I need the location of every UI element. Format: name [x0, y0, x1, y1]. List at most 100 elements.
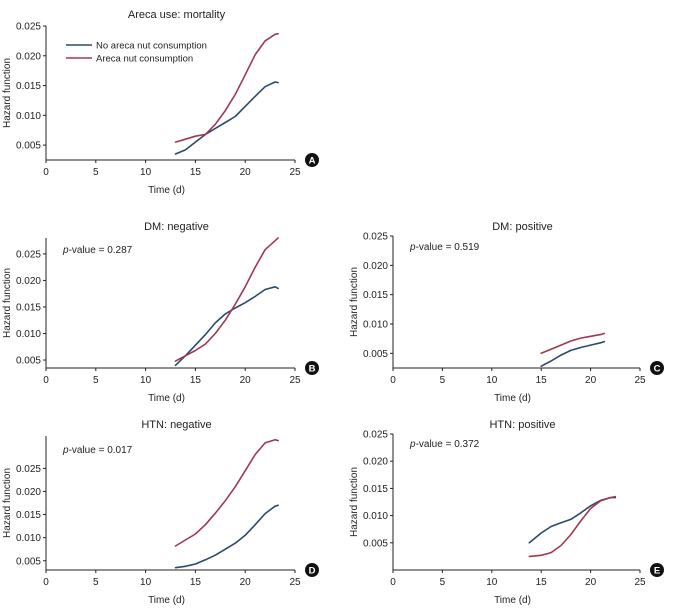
y-tick-label: 0.020 [16, 487, 41, 498]
x-tick-label: 15 [536, 577, 548, 588]
x-tick-label: 0 [390, 375, 396, 386]
panel-c: DM: positive 0 5 10 15 20 25 0.005 0.010 0.015 0.0… [349, 221, 664, 404]
panel-badge-label: B [309, 364, 316, 375]
x-tick-label: 10 [486, 577, 498, 588]
y-tick-label: 0.020 [16, 276, 41, 287]
panel-badge [305, 153, 319, 167]
x-tick-label: 5 [440, 375, 446, 386]
x-tick-label: 15 [190, 577, 202, 588]
y-tick-label: 0.010 [16, 533, 41, 544]
y-tick-label: 0.005 [16, 141, 41, 152]
series-line-areca [540, 332, 606, 355]
panel-badge-label: A [309, 156, 316, 167]
panel-b: DM: negative 0 5 10 15 20 25 0.005 0.010 0.015 0.0… [2, 221, 319, 404]
chart-title: DM: negative [144, 221, 209, 233]
x-axis-label: Time (d) [494, 393, 531, 404]
y-tick-label: 0.015 [16, 302, 41, 313]
y-tick-label: 0.020 [363, 261, 388, 272]
p-value-label: p-value = 0.287 [62, 245, 133, 256]
p-value-label: p-value = 0.017 [62, 445, 133, 456]
y-tick-label: 0.010 [16, 111, 41, 122]
x-tick-label: 0 [390, 577, 396, 588]
x-tick-label: 5 [93, 577, 99, 588]
x-tick-label: 10 [486, 375, 498, 386]
panel-badge-label: D [309, 566, 316, 577]
x-tick-label: 25 [289, 577, 301, 588]
p-value-label: p-value = 0.519 [409, 242, 480, 253]
x-tick-label: 20 [240, 375, 252, 386]
panel-e: HTN: positive 0 5 10 15 20 25 0.005 0.010 0.015 0.… [349, 419, 664, 606]
y-tick-label: 0.025 [363, 430, 388, 441]
y-tick-label: 0.005 [363, 538, 388, 549]
x-axis-label: Time (d) [494, 595, 531, 606]
y-tick-label: 0.025 [16, 249, 41, 260]
p-value-label: p-value = 0.372 [409, 439, 480, 450]
y-tick-label: 0.010 [16, 329, 41, 340]
y-tick-label: 0.020 [16, 51, 41, 62]
y-axis-label: Hazard function [2, 468, 13, 538]
y-tick-label: 0.015 [363, 484, 388, 495]
y-tick-label: 0.025 [16, 22, 41, 33]
legend-entry: No areca nut consumption [96, 41, 207, 52]
y-tick-label: 0.005 [16, 556, 41, 567]
x-tick-label: 10 [140, 375, 152, 386]
series-line-areca [174, 438, 279, 547]
panel-badge-label: E [654, 566, 660, 577]
y-tick-label: 0.015 [16, 510, 41, 521]
series-line-no-areca [174, 81, 279, 155]
series-line-no-areca [174, 504, 279, 569]
x-axis-label: Time (d) [148, 595, 185, 606]
x-tick-label: 5 [440, 577, 446, 588]
x-tick-label: 10 [140, 167, 152, 178]
panel-badge [650, 361, 664, 375]
panel-badge [305, 361, 319, 375]
y-tick-label: 0.005 [363, 349, 388, 360]
y-axis-label: Hazard function [349, 467, 360, 537]
x-axis-label: Time (d) [148, 185, 185, 196]
series-line-no-areca [528, 496, 617, 544]
chart-title: HTN: positive [489, 419, 555, 431]
series-line-no-areca [540, 340, 606, 368]
x-tick-label: 20 [585, 375, 597, 386]
panel-badge [650, 563, 664, 577]
x-tick-label: 5 [93, 167, 99, 178]
series-line-areca [528, 495, 617, 558]
x-tick-label: 5 [93, 375, 99, 386]
panel-badge-label: C [654, 364, 661, 375]
x-tick-label: 0 [43, 375, 49, 386]
chart-title: HTN: negative [141, 419, 211, 431]
panel-d: HTN: negative 0 5 10 15 20 25 0.005 0.010 0.015 0.… [2, 419, 319, 606]
x-tick-label: 15 [190, 167, 202, 178]
x-tick-label: 20 [240, 577, 252, 588]
y-tick-label: 0.015 [363, 290, 388, 301]
y-tick-label: 0.020 [363, 457, 388, 468]
x-tick-label: 25 [289, 375, 301, 386]
y-tick-label: 0.025 [16, 464, 41, 475]
x-tick-label: 25 [634, 375, 646, 386]
panel-a: Areca use: mortality 0 5 10 15 20 25 0.005 0.010… [2, 9, 319, 196]
y-tick-label: 0.010 [363, 511, 388, 522]
y-tick-label: 0.010 [363, 320, 388, 331]
x-tick-label: 15 [190, 375, 202, 386]
x-tick-label: 0 [43, 167, 49, 178]
legend-entry: Areca nut consumption [96, 54, 193, 65]
chart-title: Areca use: mortality [128, 9, 226, 21]
x-tick-label: 20 [240, 167, 252, 178]
panel-badge [305, 563, 319, 577]
y-tick-label: 0.015 [16, 81, 41, 92]
series-line-areca [174, 32, 279, 143]
x-tick-label: 0 [43, 577, 49, 588]
y-axis-label: Hazard function [2, 268, 13, 338]
x-tick-label: 10 [140, 577, 152, 588]
series-line-areca [174, 237, 279, 362]
x-tick-label: 25 [289, 167, 301, 178]
x-tick-label: 25 [634, 577, 646, 588]
y-axis-label: Hazard function [349, 267, 360, 337]
x-tick-label: 15 [536, 375, 548, 386]
x-tick-label: 20 [585, 577, 597, 588]
chart-title: DM: positive [492, 221, 553, 233]
y-tick-label: 0.025 [363, 232, 388, 243]
y-axis-label: Hazard function [2, 58, 13, 128]
